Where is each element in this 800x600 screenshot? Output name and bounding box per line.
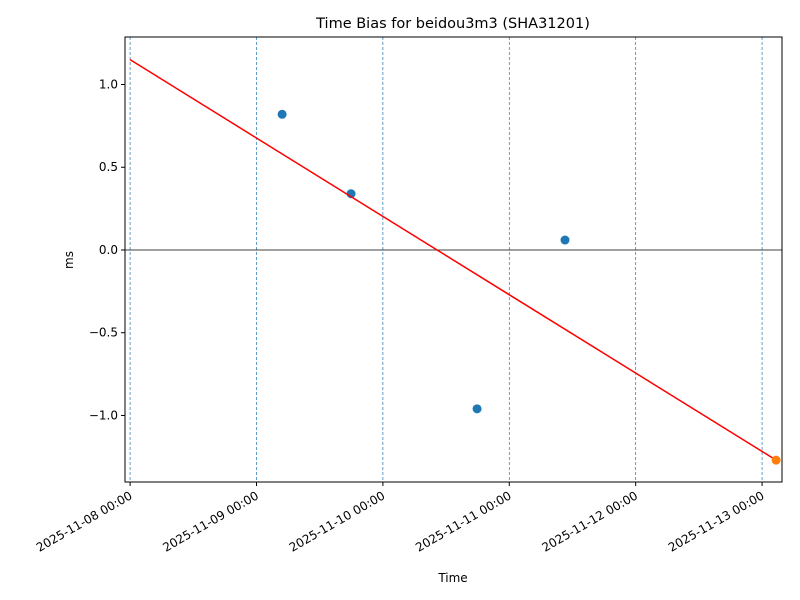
point: [560, 235, 570, 245]
x-axis-label: Time: [437, 571, 467, 585]
y-tick-label: −1.0: [89, 408, 118, 422]
point: [771, 455, 781, 465]
x-tick-label: 2025-11-08 00:00: [34, 488, 135, 554]
x-tick-label: 2025-11-13 00:00: [666, 488, 767, 554]
chart-title: Time Bias for beidou3m3 (SHA31201): [315, 16, 590, 32]
y-tick-label: 0.5: [99, 160, 118, 174]
point: [472, 404, 482, 414]
y-axis-label: ms: [62, 251, 76, 269]
fit-line: [129, 59, 777, 461]
y-tick-label: 1.0: [99, 77, 118, 91]
x-tick-label: 2025-11-10 00:00: [287, 488, 388, 554]
y-tick-label: −0.5: [89, 326, 118, 340]
x-tick-label: 2025-11-09 00:00: [160, 488, 261, 554]
point: [277, 109, 287, 119]
plot-frame: [124, 36, 783, 483]
x-tick-label: 2025-11-11 00:00: [413, 488, 514, 554]
y-tick-label: 0.0: [99, 243, 118, 257]
x-tick-label: 2025-11-12 00:00: [540, 488, 641, 554]
